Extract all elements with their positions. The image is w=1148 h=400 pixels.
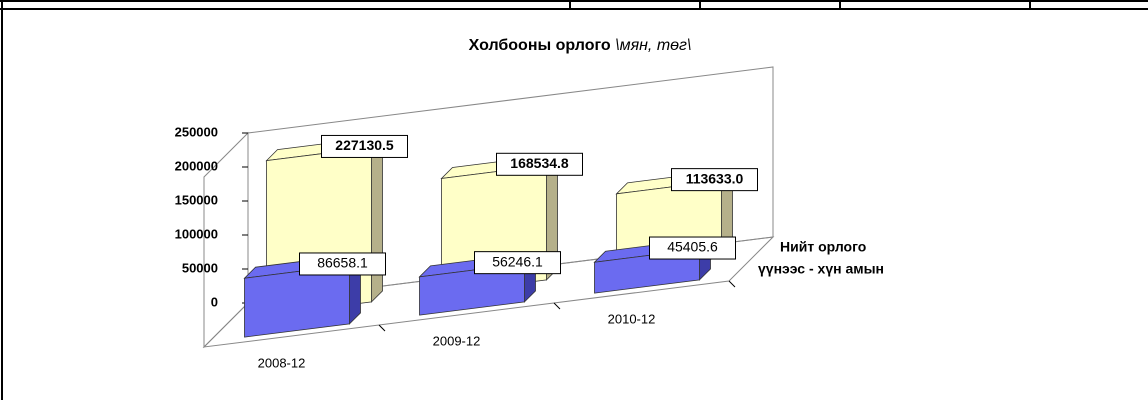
x-tick [728,280,736,288]
value-label: 168534.8 [510,155,569,171]
legend-label: Нийт орлого [780,239,866,255]
x-tick [378,324,386,332]
y-tick-label: 0 [211,294,218,309]
title-main: Холбооны орлого [469,37,611,54]
bar-front [244,264,350,338]
value-label: 227130.5 [335,137,394,153]
value-label-box [299,252,386,276]
x-tick-label: 2008-12 [258,355,306,370]
value-label: 113633.0 [686,170,744,186]
y-tick-label: 100000 [175,226,218,241]
value-label-box [649,236,736,260]
legend-label: үүнээс - хүн амын [758,261,884,277]
value-label-box [321,134,408,158]
y-tick-label: 250000 [175,124,218,139]
chart-title: Холбооны орлого \мян, төг\ [469,37,692,54]
y-tick-label: 150000 [175,192,218,207]
value-label-box [474,251,561,275]
bar-side [371,135,383,303]
x-tick [553,302,561,310]
value-label: 45405.6 [667,239,718,255]
value-label-box [496,152,583,176]
x-tick-label: 2010-12 [608,311,656,326]
value-label: 86658.1 [317,255,368,271]
x-tick-label: 2009-12 [433,333,481,348]
y-tick-label: 50000 [182,260,218,275]
y-tick-label: 200000 [175,158,218,173]
value-label: 56246.1 [492,253,543,269]
value-label-box [671,168,758,192]
title-unit: \мян, төг\ [615,37,691,54]
